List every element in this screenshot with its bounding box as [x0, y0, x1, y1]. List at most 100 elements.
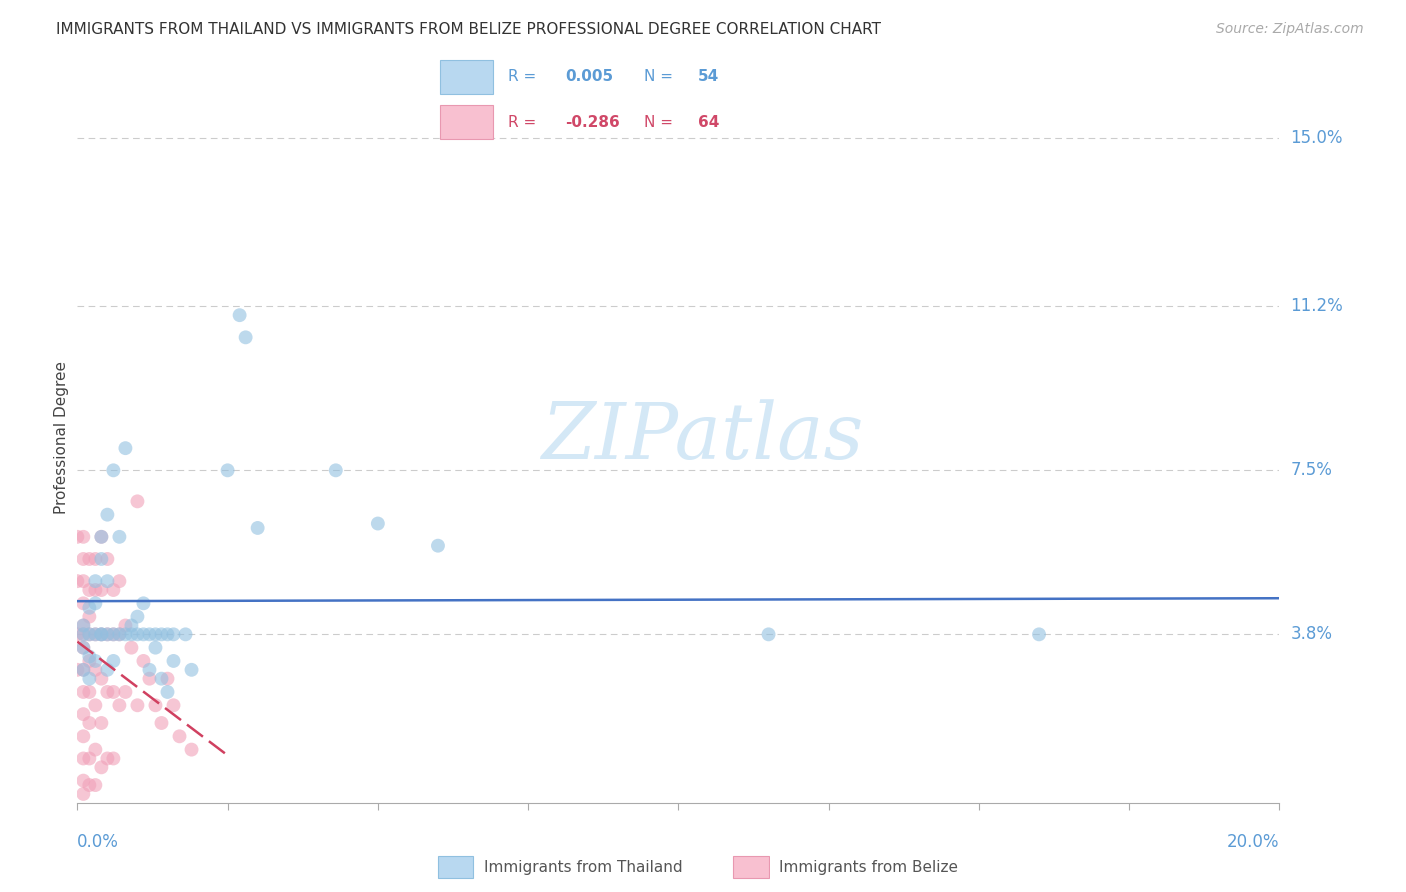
Point [90, 530, 112, 544]
Point [235, 330, 257, 344]
Point [72, 552, 94, 566]
Text: 54: 54 [697, 70, 718, 85]
Text: 7.5%: 7.5% [1291, 461, 1333, 479]
Point [103, 751, 125, 765]
Point [90, 672, 112, 686]
Text: 20.0%: 20.0% [1227, 833, 1279, 851]
Point [325, 463, 347, 477]
Point [162, 627, 184, 641]
Point [108, 574, 131, 589]
Point [72, 530, 94, 544]
Point [79, 778, 101, 792]
Point [103, 582, 125, 597]
Text: Source: ZipAtlas.com: Source: ZipAtlas.com [1216, 22, 1364, 37]
Point [79, 649, 101, 664]
Point [108, 530, 131, 544]
Point [72, 640, 94, 655]
Point [96, 627, 118, 641]
Point [367, 516, 389, 531]
Point [90, 760, 112, 774]
Point [114, 618, 136, 632]
Point [150, 716, 173, 731]
Point [132, 654, 155, 668]
Point [114, 441, 136, 455]
Point [96, 552, 118, 566]
Point [114, 685, 136, 699]
Text: 3.8%: 3.8% [1291, 625, 1333, 643]
Point [138, 672, 160, 686]
Point [127, 609, 149, 624]
Point [169, 729, 191, 743]
Point [72, 773, 94, 788]
Point [96, 751, 118, 765]
Point [84, 654, 107, 668]
Point [150, 627, 173, 641]
Point [90, 627, 112, 641]
Point [108, 698, 131, 713]
Point [72, 663, 94, 677]
Point [180, 663, 202, 677]
Text: Immigrants from Thailand: Immigrants from Thailand [484, 860, 682, 874]
Point [90, 627, 112, 641]
Point [132, 596, 155, 610]
Point [72, 751, 94, 765]
Point [72, 627, 94, 641]
Point [72, 627, 94, 641]
Point [103, 654, 125, 668]
Point [66, 574, 89, 589]
Point [90, 530, 112, 544]
Point [108, 627, 131, 641]
Point [84, 552, 107, 566]
Point [84, 574, 107, 589]
Point [127, 698, 149, 713]
Point [217, 463, 239, 477]
Text: 15.0%: 15.0% [1291, 128, 1343, 147]
Point [96, 627, 118, 641]
Text: N =: N = [644, 70, 678, 85]
Point [84, 627, 107, 641]
Point [79, 552, 101, 566]
Point [108, 627, 131, 641]
Point [246, 521, 269, 535]
Point [180, 742, 202, 756]
Point [84, 627, 107, 641]
Point [127, 494, 149, 508]
Point [79, 609, 101, 624]
Bar [440, 104, 494, 139]
Text: 11.2%: 11.2% [1291, 297, 1343, 315]
Text: -0.286: -0.286 [565, 115, 620, 129]
Point [84, 582, 107, 597]
Point [84, 663, 107, 677]
Point [1028, 627, 1050, 641]
Point [84, 778, 107, 792]
Text: 0.0%: 0.0% [77, 833, 120, 851]
Point [79, 654, 101, 668]
Point [84, 596, 107, 610]
Point [66, 530, 89, 544]
Point [72, 787, 94, 801]
Point [145, 698, 167, 713]
Point [427, 539, 450, 553]
Point [138, 627, 160, 641]
Point [79, 582, 101, 597]
Point [96, 508, 118, 522]
Point [145, 640, 167, 655]
Text: N =: N = [644, 115, 678, 129]
Point [84, 698, 107, 713]
Point [96, 685, 118, 699]
Point [162, 654, 184, 668]
Text: R =: R = [508, 70, 541, 85]
Point [162, 698, 184, 713]
Point [103, 685, 125, 699]
Point [79, 627, 101, 641]
Point [79, 672, 101, 686]
Point [103, 627, 125, 641]
Text: 64: 64 [697, 115, 718, 129]
Point [96, 574, 118, 589]
Point [72, 640, 94, 655]
Text: Immigrants from Belize: Immigrants from Belize [779, 860, 957, 874]
Point [156, 672, 179, 686]
Text: R =: R = [508, 115, 541, 129]
Point [758, 627, 780, 641]
Point [90, 716, 112, 731]
